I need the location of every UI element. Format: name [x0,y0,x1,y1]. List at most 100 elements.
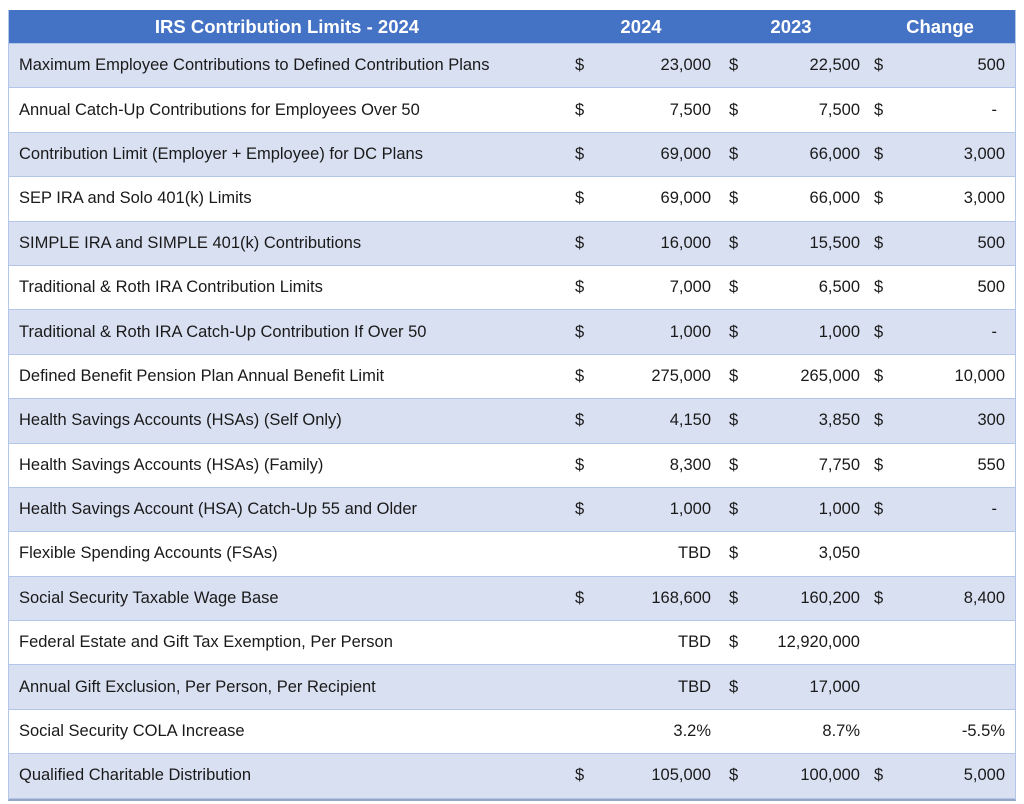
cell-value: 1,000 [669,500,711,519]
cell-value: TBD [678,633,711,652]
currency-symbol: $ [874,233,884,252]
value-2024: $4,150 [565,399,717,442]
currency-symbol: $ [575,366,585,385]
cell-value: 15,500 [809,233,860,252]
cell-value: -5.5% [961,722,1005,741]
table-row: SIMPLE IRA and SIMPLE 401(k) Contributio… [9,221,1015,266]
currency-symbol: $ [729,455,739,474]
currency-symbol: $ [874,322,884,341]
row-label: Defined Benefit Pension Plan Annual Bene… [19,366,385,385]
cell-value: 1,000 [818,500,860,519]
table-row: Federal Estate and Gift Tax Exemption, P… [9,621,1015,666]
table-header-row: IRS Contribution Limits - 2024 2024 2023… [9,10,1015,44]
cell-value: 4,150 [669,411,711,430]
cell-value: 7,000 [669,278,711,297]
value-change: $550 [865,444,1015,487]
value-change [865,665,1015,708]
value-2024: TBD [565,532,717,575]
table-row: Flexible Spending Accounts (FSAs) TBD $3,0… [9,532,1015,577]
value-change: $3,000 [865,133,1015,176]
currency-symbol: $ [874,366,884,385]
row-label: Contribution Limit (Employer + Employee)… [19,144,423,163]
row-label: Social Security Taxable Wage Base [19,588,279,607]
cell-value: 3,850 [818,411,860,430]
table-row: Annual Catch-Up Contributions for Employ… [9,88,1015,133]
value-change: $ - [865,310,1015,353]
currency-symbol: $ [575,144,585,163]
currency-symbol: $ [874,411,884,430]
currency-symbol: $ [729,322,739,341]
cell-value: 8,400 [963,588,1005,607]
value-2024: $275,000 [565,355,717,398]
cell-value: 105,000 [651,766,711,785]
table-row: Social Security COLA Increase 3.2% 8.7% -5.… [9,709,1015,755]
table-row: Traditional & Roth IRA Contribution Limi… [9,265,1015,311]
cell-value: 168,600 [651,588,711,607]
cell-value: - [991,100,998,119]
cell-value: TBD [678,544,711,563]
currency-symbol: $ [729,633,739,652]
cell-value: 3,000 [963,189,1005,208]
cell-value: 3.2% [673,722,711,741]
value-2023: $7,500 [717,88,865,131]
cell-value: 500 [977,56,1005,75]
row-label: Flexible Spending Accounts (FSAs) [19,544,278,563]
row-label: Maximum Employee Contributions to Define… [19,56,490,75]
cell-value: 7,750 [818,455,860,474]
row-label: Traditional & Roth IRA Catch-Up Contribu… [19,322,427,341]
table-row: Contribution Limit (Employer + Employee)… [9,132,1015,178]
currency-symbol: $ [575,411,585,430]
cell-value: 1,000 [818,322,860,341]
value-2023: $66,000 [717,177,865,220]
row-label: Traditional & Roth IRA Contribution Limi… [19,278,323,297]
table-row: SEP IRA and Solo 401(k) Limits $69,000 $66… [9,177,1015,222]
cell-value: 500 [977,233,1005,252]
currency-symbol: $ [729,411,739,430]
value-change: $300 [865,399,1015,442]
currency-symbol: $ [729,100,739,119]
cell-value: 23,000 [660,56,711,75]
table-row: Defined Benefit Pension Plan Annual Bene… [9,354,1015,400]
cell-value: 69,000 [660,189,711,208]
currency-symbol: $ [729,588,739,607]
value-2024: $69,000 [565,133,717,176]
value-change: -5.5% [865,710,1015,753]
value-2024: $8,300 [565,444,717,487]
currency-symbol: $ [729,677,739,696]
currency-symbol: $ [874,455,884,474]
value-change [865,621,1015,664]
row-label: Health Savings Accounts (HSAs) (Self Onl… [19,411,342,430]
currency-symbol: $ [575,322,585,341]
currency-symbol: $ [729,366,739,385]
cell-value: 66,000 [809,144,860,163]
currency-symbol: $ [874,588,884,607]
table-row: Traditional & Roth IRA Catch-Up Contribu… [9,310,1015,355]
currency-symbol: $ [575,455,585,474]
value-change: $10,000 [865,355,1015,398]
row-label: Qualified Charitable Distribution [19,766,252,785]
currency-symbol: $ [729,500,739,519]
value-2024: $7,500 [565,88,717,131]
cell-value: 16,000 [660,233,711,252]
value-change: $500 [865,222,1015,265]
row-label: Federal Estate and Gift Tax Exemption, P… [19,633,393,652]
currency-symbol: $ [729,766,739,785]
value-2024: $16,000 [565,222,717,265]
cell-value: 7,500 [669,100,711,119]
value-2023: $66,000 [717,133,865,176]
cell-value: 12,920,000 [777,633,860,652]
cell-value: 275,000 [651,366,711,385]
value-2023: $15,500 [717,222,865,265]
value-2023: $22,500 [717,44,865,87]
value-2023: $7,750 [717,444,865,487]
value-2023: $100,000 [717,754,865,797]
cell-value: - [991,322,998,341]
cell-value: 8.7% [822,722,860,741]
column-header-change: Change [906,15,974,37]
cell-value: 5,000 [963,766,1005,785]
value-2023: $12,920,000 [717,621,865,664]
table-row: Social Security Taxable Wage Base $168,60… [9,576,1015,622]
currency-symbol: $ [575,500,585,519]
table-row: Health Savings Account (HSA) Catch-Up 55… [9,487,1015,533]
row-label: Social Security COLA Increase [19,722,245,741]
